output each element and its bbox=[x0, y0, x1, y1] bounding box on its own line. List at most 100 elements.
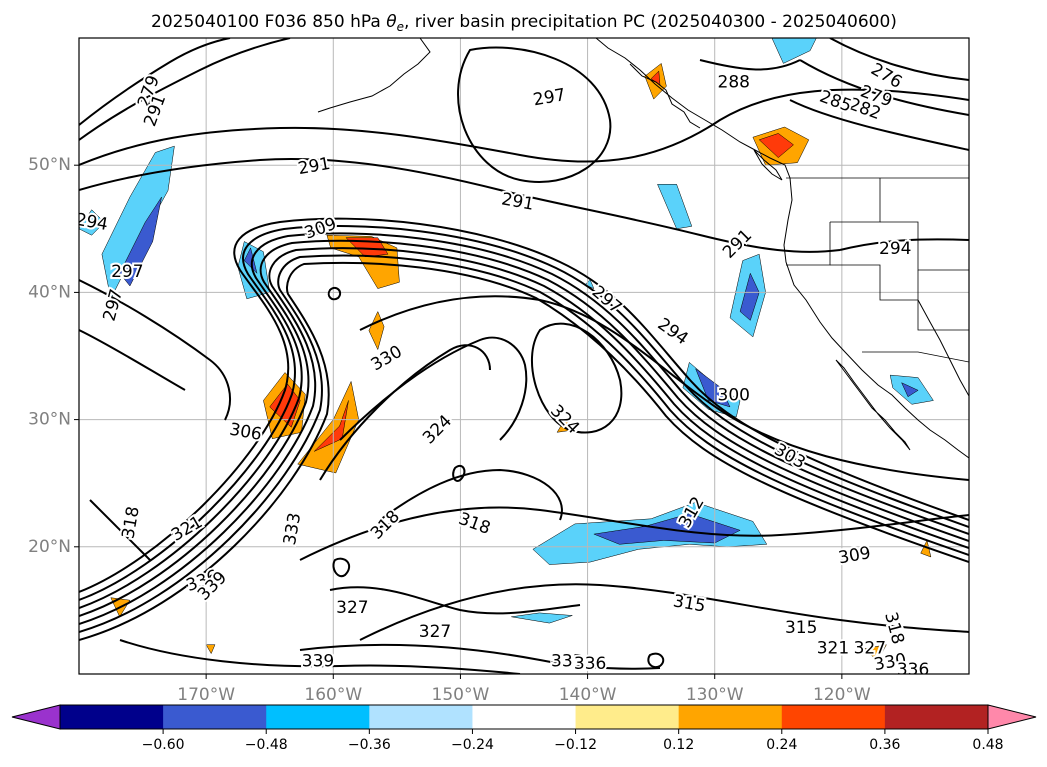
colorbar-frame bbox=[59, 704, 989, 730]
sub-contour-309 bbox=[299, 506, 969, 561]
jet-contour-7 bbox=[79, 261, 969, 641]
lon-tick-label: 130°W bbox=[686, 685, 744, 705]
sub-contour-303 bbox=[359, 295, 969, 481]
closed-small-4 bbox=[327, 286, 342, 301]
mexico-coast bbox=[917, 299, 969, 397]
closed-small-3 bbox=[647, 652, 665, 668]
colorbar-segment bbox=[163, 705, 267, 729]
shaded-pnw-red bbox=[758, 133, 794, 158]
jet-contour-1 bbox=[79, 217, 969, 593]
state-line-c bbox=[880, 221, 969, 271]
axis-tick-labels: 50°N 40°N 30°N 20°N 170°W 160°W 150°W 140°W 130°… bbox=[28, 155, 871, 705]
contour-label: 327 bbox=[854, 639, 886, 659]
trop-contour-339 bbox=[119, 639, 521, 674]
colorbar-segment bbox=[678, 705, 783, 729]
gulf-closed-297 bbox=[457, 46, 612, 183]
contour-label: 294 bbox=[879, 239, 911, 259]
colorbar-tick-label: −0.36 bbox=[348, 737, 391, 753]
shaded-jet-orange-2 bbox=[297, 380, 359, 474]
contour-label: 327 bbox=[336, 598, 368, 618]
contour-label: 321 bbox=[817, 639, 849, 659]
shaded-dateline-west-neg bbox=[101, 145, 175, 300]
contour-label: 297 bbox=[111, 262, 143, 282]
jet-contour-6 bbox=[79, 254, 969, 633]
colorbar-tick-label: 0.36 bbox=[869, 737, 900, 753]
lat-tick-label: 40°N bbox=[28, 282, 71, 302]
east-contour-288-b bbox=[699, 59, 801, 71]
colorbar-tick-label: −0.48 bbox=[245, 737, 288, 753]
shaded-aleutian-core bbox=[243, 247, 258, 275]
closed-small-1 bbox=[452, 464, 466, 482]
contour-label: 336 bbox=[574, 654, 606, 674]
colorbar-tick-label: 0.48 bbox=[972, 737, 1003, 753]
colorbar-tick-label: 0.12 bbox=[663, 737, 694, 753]
state-line-e bbox=[830, 264, 918, 301]
contour-label: 297 bbox=[99, 287, 127, 324]
colorbar-tick-label: 0.24 bbox=[766, 737, 797, 753]
alaska-coast bbox=[317, 38, 431, 113]
sw-contour bbox=[89, 499, 151, 561]
colorbar-tick-label: −0.24 bbox=[451, 737, 494, 753]
shaded-gulf-blue bbox=[657, 184, 693, 230]
political-borders bbox=[786, 177, 969, 363]
ne-contour-276 bbox=[829, 38, 969, 81]
contour-label: 288 bbox=[718, 73, 750, 93]
map-title: 2025040100 F036 850 hPa θe, river basin … bbox=[151, 12, 897, 34]
colorbar-segment bbox=[369, 705, 473, 729]
precipitation-shading bbox=[79, 38, 934, 662]
ne-contour-282 bbox=[789, 99, 969, 151]
lat-tick-label: 50°N bbox=[28, 155, 71, 175]
lat-tick-label: 30°N bbox=[28, 410, 71, 430]
colorbar-segment bbox=[266, 705, 370, 729]
shaded-small-orange-d bbox=[864, 644, 887, 662]
east-contour-294 bbox=[839, 238, 969, 251]
north-contour-279 bbox=[79, 38, 231, 126]
west-edge-contour-2 bbox=[79, 329, 186, 391]
lat-tick-label: 20°N bbox=[28, 537, 71, 557]
colorbar-segment bbox=[781, 705, 886, 729]
colorbar-tick-label: −0.60 bbox=[142, 737, 185, 753]
lon-tick-label: 160°W bbox=[304, 685, 362, 705]
shaded-dateline-west-core bbox=[119, 196, 162, 287]
trop-contour-333 bbox=[299, 643, 661, 670]
north-america-coast bbox=[595, 38, 969, 459]
colorbar-segment bbox=[60, 705, 164, 729]
cutoff-low-300 bbox=[531, 322, 623, 434]
vancouver-island bbox=[753, 149, 783, 181]
lon-tick-label: 120°W bbox=[813, 685, 871, 705]
theta-e-contours bbox=[79, 38, 969, 674]
west-edge-contour bbox=[79, 279, 231, 421]
shaded-baja-core bbox=[901, 382, 919, 398]
baja-peninsula bbox=[835, 359, 911, 451]
jet-contour-5 bbox=[79, 247, 969, 625]
coastlines bbox=[317, 38, 969, 459]
colorbar-extend-max bbox=[987, 704, 1037, 730]
us-mexico-border bbox=[862, 351, 969, 363]
contour-label: 333 bbox=[551, 651, 583, 671]
north-contour-282 bbox=[79, 38, 291, 141]
shaded-far-west-edge bbox=[79, 209, 105, 236]
jet-contour-4 bbox=[79, 239, 969, 617]
colorbar-segment bbox=[472, 705, 577, 729]
jet-contour-2 bbox=[79, 225, 969, 601]
shaded-subtrop-core bbox=[695, 367, 731, 408]
lon-tick-label: 140°W bbox=[559, 685, 617, 705]
shaded-small-orange-e bbox=[205, 644, 216, 655]
colorbar-segment bbox=[884, 705, 989, 729]
state-line-d bbox=[917, 270, 969, 331]
sub-contour-330 bbox=[319, 344, 491, 481]
alaska-islands bbox=[629, 63, 701, 129]
north-contour-288 bbox=[79, 88, 969, 166]
closed-small-2 bbox=[332, 557, 351, 578]
contour-label: 336 bbox=[897, 660, 929, 680]
shaded-bc-coast-blue bbox=[771, 38, 817, 64]
trop-contour-318 bbox=[379, 468, 563, 521]
sub-contour-315 bbox=[359, 583, 969, 641]
trop-contour-327 bbox=[329, 586, 581, 615]
lon-tick-label: 150°W bbox=[432, 685, 490, 705]
colorbar: −0.60 −0.48 −0.36 −0.24 −0.12 0.12 0.24 0.36 0.4… bbox=[11, 704, 1037, 753]
contour-label: 327 bbox=[419, 622, 451, 642]
ne-contour-279 bbox=[799, 59, 969, 116]
colorbar-segment bbox=[575, 705, 680, 729]
